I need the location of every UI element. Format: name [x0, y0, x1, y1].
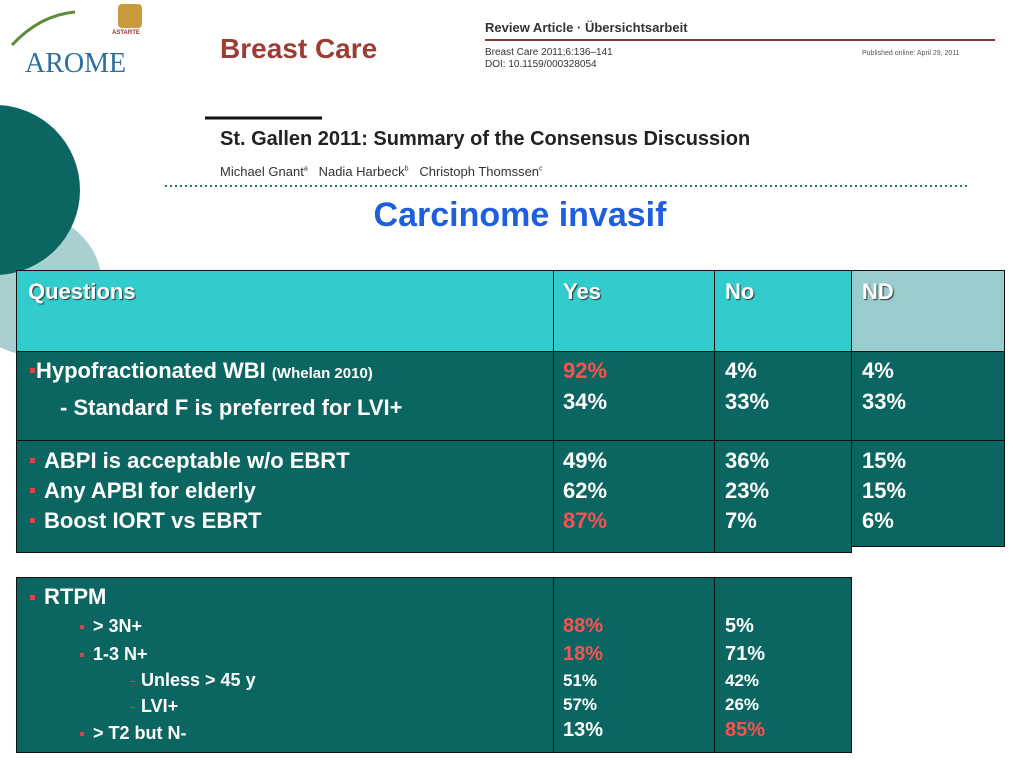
value: 34% [563, 389, 608, 414]
question: Unless > 45 y [141, 670, 256, 690]
header-text: Questions [28, 279, 136, 304]
question: Any APBI for elderly [44, 478, 256, 503]
authors: Michael Gnanta Nadia Harbeckb Christoph … [220, 164, 543, 179]
value: 4% [862, 358, 894, 383]
bullet [30, 368, 35, 373]
cell [851, 351, 1005, 441]
slide-title: Carcinome invasif [373, 196, 667, 234]
article-type: Review Article · Übersichtsarbeit [485, 20, 688, 35]
value: 62% [563, 478, 608, 503]
cell [553, 440, 715, 553]
cell [16, 440, 554, 553]
published: Published online: April 29, 2011 [862, 50, 960, 57]
value: 4% [725, 358, 757, 383]
author: Michael Gnant [220, 164, 304, 179]
value: 71% [725, 643, 766, 665]
value: 15% [862, 448, 907, 473]
header-cell [16, 270, 554, 352]
value: 23% [725, 478, 770, 503]
value: 57% [563, 695, 598, 714]
badge-icon [118, 4, 142, 28]
doi: DOI: 10.1159/000328054 [485, 59, 597, 70]
value: 33% [862, 389, 907, 414]
value: 26% [725, 695, 760, 714]
header-text: No [725, 279, 755, 304]
value: 85% [725, 719, 766, 741]
question: Boost IORT vs EBRT [44, 508, 262, 533]
author: Nadia Harbeck [318, 164, 405, 179]
logo: AROME [25, 48, 127, 79]
bullet [80, 653, 84, 657]
value: 87% [563, 508, 608, 533]
value: 5% [725, 615, 754, 637]
header-cell [851, 270, 1005, 352]
cell [714, 440, 852, 553]
question-note: (Whelan 2010) [271, 365, 373, 382]
value: 33% [725, 389, 770, 414]
circle-dark [0, 105, 80, 275]
question: ABPI is acceptable w/o EBRT [44, 448, 350, 473]
question: - Standard F is preferred for LVI+ [60, 395, 403, 420]
author: Christoph Thomssen [419, 164, 540, 179]
header-text: ND [862, 279, 894, 304]
affil: b [404, 165, 409, 173]
value: 18% [563, 643, 604, 665]
bullet [30, 518, 35, 523]
bullet [80, 625, 84, 629]
value: 49% [563, 448, 608, 473]
dash [130, 681, 135, 682]
olive-branch [10, 10, 76, 47]
question: > 3N+ [93, 616, 143, 636]
bullet [30, 458, 35, 463]
badge-text: ASTARTE [112, 30, 140, 36]
cell [16, 577, 554, 753]
value: 51% [563, 671, 598, 690]
affil: c [539, 165, 543, 173]
value: 88% [563, 615, 604, 637]
value: 15% [862, 478, 907, 503]
value: 92% [563, 358, 608, 383]
header-cell [714, 270, 852, 352]
question: RTPM [44, 584, 107, 609]
journal: Breast Care [220, 33, 378, 64]
citation: Breast Care 2011;6:136–141 [485, 47, 613, 58]
value: 42% [725, 671, 760, 690]
question: > T2 but N- [93, 723, 187, 743]
cell [714, 577, 852, 753]
cell [851, 440, 1005, 547]
question: 1-3 N+ [93, 644, 148, 664]
bullet [30, 488, 35, 493]
header-text: Yes [563, 279, 601, 304]
dash [130, 707, 135, 708]
question: Hypofractionated WBI (Whelan 2010) [36, 358, 373, 384]
bullet [30, 595, 35, 600]
value: 6% [862, 508, 894, 533]
question-text: Hypofractionated WBI [36, 358, 266, 383]
value: 7% [725, 508, 757, 533]
paper-title: St. Gallen 2011: Summary of the Consensu… [220, 128, 751, 150]
cell [16, 351, 554, 441]
value: 13% [563, 719, 604, 741]
affil: a [303, 165, 308, 173]
value: 36% [725, 448, 770, 473]
question: LVI+ [141, 696, 179, 716]
bullet [80, 732, 84, 736]
